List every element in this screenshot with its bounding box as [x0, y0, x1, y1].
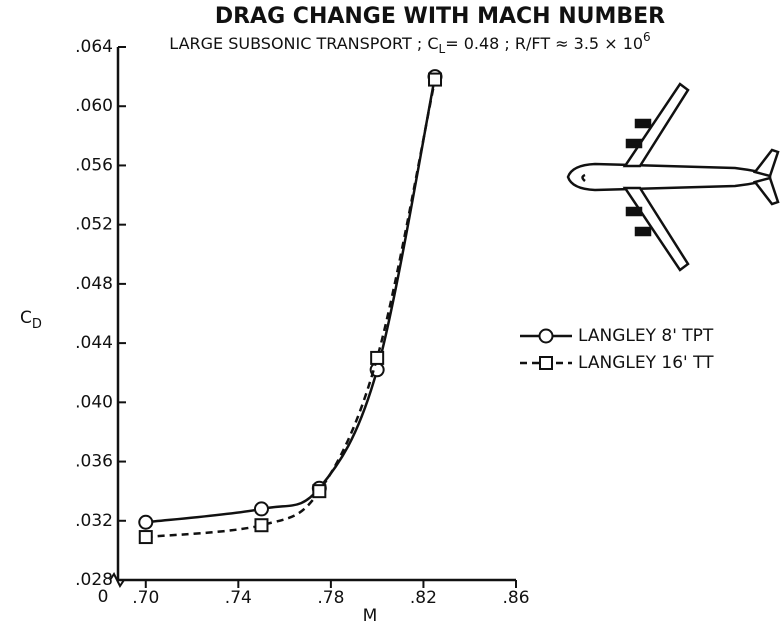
marker-square [428, 72, 443, 87]
subtitle-sub: L [439, 42, 446, 56]
y-axis-label: CD [20, 308, 42, 332]
y-tick-label: .060 [75, 96, 113, 116]
x-axis-break-label: 0 [98, 587, 109, 607]
y-tick-label: .048 [75, 274, 113, 294]
y-tick-label: .052 [75, 215, 113, 235]
x-tick-label: .86 [502, 588, 529, 608]
y-label-main: C [20, 308, 32, 328]
marker-square [312, 484, 327, 499]
airplane [566, 82, 780, 272]
legend-marker [538, 328, 554, 344]
y-tick-label: .040 [75, 392, 113, 412]
x-axis-label: M [363, 606, 378, 626]
legend-label: LANGLEY 8' TPT [578, 326, 714, 346]
y-tick-label: .028 [75, 570, 113, 590]
x-tick-label: .74 [225, 588, 252, 608]
x-tick-label: .78 [317, 588, 344, 608]
x-tick-label: .82 [410, 588, 437, 608]
legend-label: LANGLEY 16' TT [578, 353, 714, 373]
series-line [145, 79, 437, 539]
marker-square [370, 350, 385, 365]
y-tick-label: .056 [75, 155, 113, 175]
series-line [145, 76, 437, 524]
y-tick-label: .044 [75, 333, 113, 353]
marker-circle [138, 514, 154, 530]
y-tick-label: .064 [75, 37, 113, 57]
subtitle-part: = 0.48 ; R/FT ≈ 3.5 × 10 [445, 34, 643, 53]
x-tick-label: .70 [132, 588, 159, 608]
axis-break [109, 572, 125, 588]
chart-title: DRAG CHANGE WITH MACH NUMBER [215, 4, 665, 29]
y-tick-label: .036 [75, 452, 113, 472]
marker-square [254, 518, 269, 533]
marker-square [138, 530, 153, 545]
legend-marker [539, 356, 553, 370]
y-label-sub: D [32, 317, 42, 332]
chart-subtitle: LARGE SUBSONIC TRANSPORT ; CL= 0.48 ; R/… [169, 30, 650, 56]
subtitle-sup: 6 [643, 30, 651, 44]
marker-circle [253, 501, 269, 517]
y-tick-label: .032 [75, 511, 113, 531]
subtitle-part: LARGE SUBSONIC TRANSPORT ; C [169, 34, 438, 53]
